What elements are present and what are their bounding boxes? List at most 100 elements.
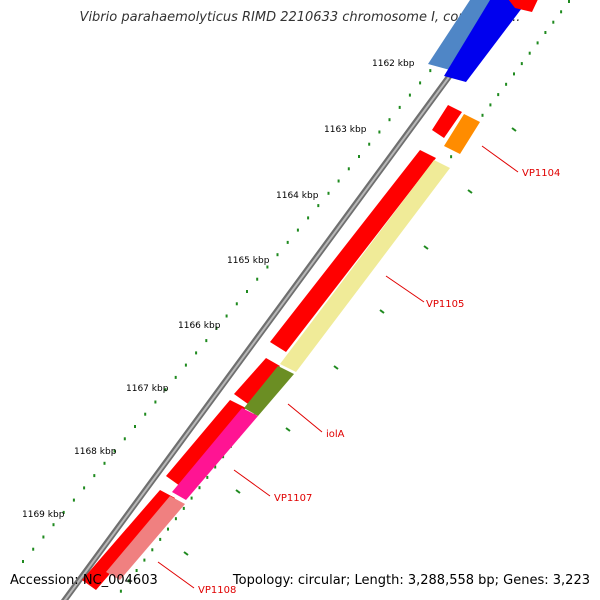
ring-dot	[198, 486, 201, 490]
ring-dot	[528, 51, 531, 55]
accession-text: Accession: NC_004603	[10, 573, 158, 588]
ring-dot	[568, 0, 570, 3]
feature-vp1108	[106, 496, 185, 580]
ring-dot	[552, 20, 555, 24]
ring-dot	[143, 558, 146, 562]
cds-track-inner[interactable]	[82, 105, 462, 590]
ring-tick	[183, 551, 189, 556]
ring-dot	[62, 510, 65, 514]
tick-label-1167: 1167 kbp	[126, 384, 169, 394]
ring-dot	[266, 265, 269, 269]
feature-vp1105	[280, 160, 450, 372]
tick-label-1164: 1164 kbp	[276, 191, 319, 201]
ring-dot	[184, 363, 187, 367]
ring-dot	[368, 142, 371, 146]
ring-tick	[379, 309, 385, 314]
ring-dot	[307, 216, 310, 220]
gene-label-vp1107: VP1107	[274, 493, 312, 504]
ring-dot	[481, 113, 484, 117]
ring-dot	[154, 400, 157, 404]
ring-dot	[206, 475, 209, 479]
ring-dot	[378, 130, 381, 134]
ring-dot	[429, 69, 432, 73]
ring-dot	[497, 93, 500, 97]
ring-dot	[246, 290, 248, 293]
ring-dot	[544, 31, 547, 34]
ring-dot	[408, 93, 411, 97]
ring-dot	[276, 253, 279, 257]
ring-dot	[215, 326, 218, 330]
ring-dot	[113, 449, 116, 453]
tick-label-1169: 1169 kbp	[22, 510, 65, 520]
ring-dot	[159, 537, 162, 541]
dotted-ring-track	[22, 0, 570, 593]
ring-dot	[560, 10, 563, 14]
ring-dot	[167, 527, 169, 531]
ring-dot	[42, 535, 45, 539]
ring-dot	[135, 569, 138, 572]
tick-label-1168: 1168 kbp	[74, 447, 117, 457]
ring-dot	[205, 339, 208, 343]
ring-dot	[214, 465, 217, 469]
ring-dot	[317, 204, 320, 208]
ring-dot	[513, 72, 515, 76]
tick-label-1163: 1163 kbp	[324, 125, 367, 135]
topology-stats-text: Topology: circular; Length: 3,288,558 bp…	[232, 573, 590, 588]
ring-dot	[358, 155, 360, 158]
ring-dot	[93, 474, 96, 478]
cds-red-1	[432, 105, 462, 138]
ring-dot	[164, 388, 167, 392]
feature-group-upper-left[interactable]	[428, 0, 540, 82]
ring-tick	[467, 189, 473, 194]
ring-dot	[127, 579, 130, 583]
ring-tick	[235, 489, 241, 494]
feature-iola	[244, 366, 294, 416]
ring-dot	[151, 548, 154, 552]
ring-dot	[419, 81, 422, 85]
ring-dot	[32, 547, 35, 551]
ring-dot	[134, 425, 136, 428]
ring-tick	[333, 365, 339, 370]
ring-dot	[235, 302, 238, 306]
gene-label-vp1104: VP1104	[522, 168, 560, 179]
map-title: Vibrio parahaemolyticus RIMD 2210633 chr…	[79, 10, 521, 25]
feature-vp1104	[444, 114, 480, 154]
cds-red-4	[166, 400, 246, 486]
ring-dot	[83, 486, 86, 490]
ring-dot	[144, 412, 147, 416]
cds-red-3	[234, 358, 280, 404]
ring-dot	[22, 560, 24, 563]
tick-label-1162: 1162 kbp	[372, 59, 415, 69]
cds-red-2	[270, 150, 436, 352]
gene-label-vp1105: VP1105	[426, 299, 464, 310]
ring-dot	[123, 437, 126, 441]
ring-dot	[450, 155, 453, 159]
feature-vp1107	[172, 408, 258, 500]
gene-label-leaders	[157, 145, 519, 589]
ring-dot	[296, 228, 299, 232]
ring-dot	[190, 496, 193, 500]
ring-dot	[505, 82, 508, 86]
ring-dot	[347, 167, 350, 171]
ring-tick	[423, 245, 429, 250]
ring-dot	[388, 118, 391, 122]
ring-dot	[72, 498, 75, 502]
ring-dot	[225, 314, 228, 318]
ring-dot	[337, 179, 340, 183]
ring-dot	[520, 62, 523, 66]
tick-label-1165: 1165 kbp	[227, 256, 270, 266]
ring-dot	[174, 517, 177, 521]
ring-dot	[398, 105, 401, 109]
ring-dot	[195, 351, 198, 355]
gene-label-iola: iolA	[326, 429, 345, 440]
ring-dot	[327, 191, 330, 195]
cds-track-outer[interactable]	[106, 114, 480, 580]
ring-dot	[536, 41, 539, 45]
gene-labels[interactable]: VP1104 VP1105 iolA VP1107 VP1108	[198, 168, 560, 596]
ring-dot	[286, 240, 289, 244]
ring-dot	[489, 103, 492, 107]
tick-label-1166: 1166 kbp	[178, 321, 221, 331]
ring-dot	[182, 506, 185, 510]
ring-dot	[174, 375, 177, 379]
